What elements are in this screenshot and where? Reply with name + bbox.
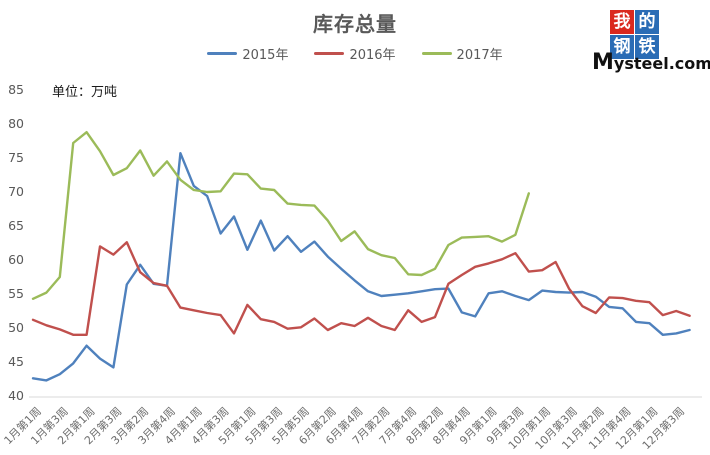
legend-item-2015: 2015年 — [207, 44, 288, 63]
brand-rest: ysteel.com — [613, 54, 710, 73]
logo-cell-tie: 铁 — [635, 35, 659, 59]
unit-label: 单位：万吨 — [52, 85, 118, 100]
mysteel-logo: 我 的 钢 铁 — [610, 10, 659, 59]
logo-cell-de: 的 — [635, 10, 659, 34]
y-tick-label: 80 — [8, 116, 24, 131]
series-line-2015年 — [31, 151, 691, 382]
logo-cell-gang: 钢 — [610, 35, 634, 59]
y-tick-label: 55 — [8, 286, 24, 301]
y-tick-label: 65 — [8, 218, 24, 233]
legend-item-2017: 2017年 — [421, 44, 503, 63]
series-line-2016年 — [31, 241, 691, 336]
legend-swatch-2015 — [207, 52, 238, 55]
legend-label-2015: 2015年 — [242, 48, 289, 63]
legend-label-2017: 2017年 — [456, 48, 503, 63]
legend-item-2016: 2016年 — [314, 44, 396, 63]
mysteel-brand-text: Mysteel.com — [592, 50, 710, 75]
legend-swatch-2017 — [421, 52, 452, 55]
legend-label-2016: 2016年 — [349, 48, 396, 63]
y-tick-label: 45 — [8, 354, 24, 369]
logo-cell-wo: 我 — [610, 10, 634, 34]
y-tick-label: 50 — [8, 320, 24, 335]
y-tick-label: 70 — [8, 184, 24, 199]
y-tick-label: 40 — [8, 388, 24, 403]
legend-swatch-2016 — [314, 52, 345, 55]
series-line-2017年 — [31, 130, 530, 300]
chart-legend: 2015年 2016年 2017年 — [0, 44, 710, 63]
y-tick-label: 75 — [8, 150, 24, 165]
chart-title: 库存总量 — [313, 12, 397, 36]
y-tick-label: 60 — [8, 252, 24, 267]
y-tick-label: 85 — [8, 82, 24, 97]
brand-initial: M — [592, 50, 614, 75]
